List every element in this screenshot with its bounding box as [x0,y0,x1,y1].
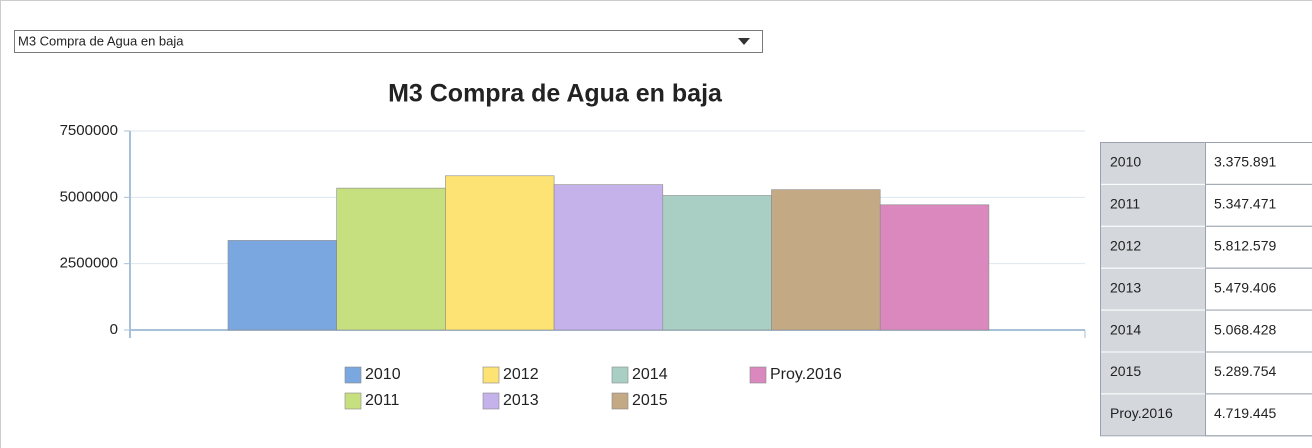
y-tick-label: 0 [110,321,118,338]
bar [662,195,772,331]
table-value-cell [1205,351,1312,395]
table-category: 2011 [1110,196,1140,212]
bar [771,189,881,331]
table-category: 2010 [1110,154,1141,170]
legend-swatch [482,392,500,410]
legend-label: 2014 [632,366,668,383]
y-tick-label: 7500000 [60,122,118,139]
table-value-cell [1205,225,1312,269]
dropdown-text: M3 Compra de Agua en baja [18,33,184,48]
table-value-cell [1205,309,1312,353]
table-value: 5.289.754 [1214,363,1276,379]
table-value: 5.812.579 [1214,237,1276,253]
legend-swatch [482,366,500,384]
table-category: 2014 [1110,321,1141,337]
table-border [1100,142,1312,437]
table-category: Proy.2016 [1110,405,1173,421]
bar [445,175,555,331]
legend-label: 2015 [632,392,668,409]
dropdown-arrow[interactable] [738,38,750,45]
bar [227,240,337,331]
table-value-cell [1205,393,1312,437]
table-value: 5.479.406 [1214,279,1276,295]
legend-label: Proy.2016 [770,366,842,383]
legend-label: 2012 [503,366,539,383]
table-header-cell [1100,393,1206,437]
bar [553,184,664,331]
dropdown[interactable] [14,30,763,53]
table-category: 2015 [1110,363,1141,379]
bar [336,187,446,331]
table-value-cell [1205,142,1312,185]
legend-label: 2010 [365,366,401,383]
table-category: 2013 [1110,279,1141,295]
table-header-cell [1100,142,1206,185]
chart-title: M3 Compra de Agua en baja [388,80,723,108]
legend-label: 2013 [503,392,539,409]
legend-swatch [749,366,767,384]
legend-swatch [611,366,629,384]
legend-label: 2011 [365,392,400,409]
table-category: 2012 [1110,237,1141,253]
table-value: 5.347.471 [1214,196,1276,212]
table-value: 3.375.891 [1214,154,1276,170]
bar [879,204,990,331]
table-value-cell [1205,267,1312,311]
y-tick-label: 5000000 [60,188,118,205]
legend-swatch [344,366,362,384]
table-value: 5.068.428 [1214,321,1276,337]
table-value-cell [1205,183,1312,227]
table-header-cell [1100,309,1206,353]
legend-swatch [611,392,629,410]
table-value: 4.719.445 [1214,405,1276,421]
table-header-cell [1100,351,1206,395]
y-tick-label: 2500000 [60,255,118,272]
legend-swatch [344,392,362,410]
table-header-cell [1100,183,1206,227]
